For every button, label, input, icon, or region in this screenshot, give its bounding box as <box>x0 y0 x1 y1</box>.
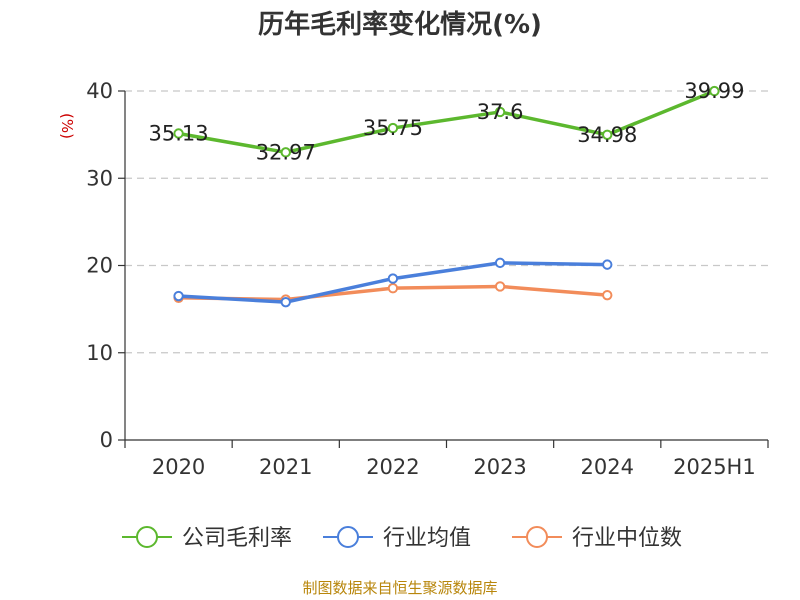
series-lines <box>173 85 720 308</box>
data-point <box>602 289 613 301</box>
axes: 0 10 20 30 40 2020 2021 2022 2023 2024 2025H1 <box>86 79 769 479</box>
data-point <box>280 296 291 308</box>
x-tick-label: 2024 <box>581 455 634 479</box>
legend-marker-icon <box>337 526 359 548</box>
x-tick-label: 2025H1 <box>673 455 756 479</box>
y-tick-label: 20 <box>86 254 113 278</box>
data-point <box>173 128 184 139</box>
x-tick-label: 2020 <box>152 455 205 479</box>
y-tick-label: 40 <box>86 79 113 103</box>
data-point <box>387 273 399 284</box>
legend-item[interactable]: 行业中位数 <box>512 526 682 551</box>
legend-marker-icon <box>136 526 158 548</box>
data-point <box>494 106 506 118</box>
legend-label: 行业中位数 <box>572 526 682 551</box>
chart-title: 历年毛利率变化情况(%) <box>258 9 542 40</box>
data-point <box>494 281 506 292</box>
data-point <box>709 85 720 97</box>
data-labels: 35.13 32.97 35.75 37.6 34.98 39.99 <box>149 79 745 164</box>
data-label: 34.98 <box>577 123 637 147</box>
y-tick-label: 10 <box>86 341 113 365</box>
gridlines <box>125 90 768 354</box>
data-label: 35.13 <box>149 121 209 145</box>
data-point <box>494 257 506 269</box>
data-point <box>387 282 399 294</box>
source-note: 制图数据来自恒生聚源数据库 <box>302 579 497 597</box>
y-axis-label: (%) <box>58 113 76 139</box>
legend-label: 公司毛利率 <box>182 526 292 551</box>
data-point <box>173 290 184 302</box>
legend[interactable]: 公司毛利率 行业均值 行业中位数 <box>122 526 682 551</box>
y-tick-label: 0 <box>100 428 113 452</box>
series-line <box>178 89 716 155</box>
x-tick-label: 2021 <box>259 455 312 479</box>
data-label: 32.97 <box>256 140 316 164</box>
data-label: 35.75 <box>363 116 423 140</box>
legend-item[interactable]: 公司毛利率 <box>122 526 292 551</box>
legend-item[interactable]: 行业均值 <box>323 526 471 551</box>
data-point <box>602 129 613 140</box>
data-point <box>387 122 399 134</box>
y-tick-label: 30 <box>86 166 113 190</box>
data-point <box>602 259 613 270</box>
x-tick-label: 2022 <box>366 455 419 479</box>
legend-label: 行业均值 <box>383 526 471 551</box>
x-tick-label: 2023 <box>473 455 526 479</box>
legend-marker-icon <box>526 526 548 548</box>
data-point <box>280 147 291 158</box>
data-label: 37.6 <box>477 100 524 124</box>
data-label: 39.99 <box>684 79 744 103</box>
